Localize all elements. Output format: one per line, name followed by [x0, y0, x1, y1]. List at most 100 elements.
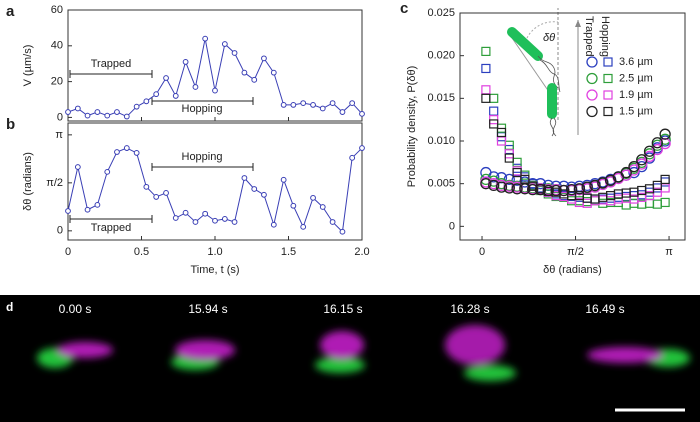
data-point — [251, 186, 258, 192]
hopping-point — [512, 167, 522, 178]
legend-label: 3.6 µm — [619, 56, 653, 68]
hopping-point — [660, 177, 670, 187]
data-point — [310, 101, 316, 108]
trapped-point — [620, 166, 632, 179]
data-point — [163, 190, 169, 196]
legend-hopping-marker — [603, 106, 613, 117]
x-tick-label: 1.5 — [281, 246, 296, 258]
data-point — [261, 55, 267, 62]
annotation: Trapped — [91, 58, 132, 70]
y-tick-label: 0.005 — [427, 178, 455, 190]
data-point — [143, 98, 150, 105]
data-point — [104, 112, 111, 119]
hopping-point — [660, 183, 670, 193]
inset-label: δθ — [543, 32, 555, 44]
data-point — [349, 100, 356, 106]
trapped-point — [503, 182, 515, 194]
data-point — [241, 175, 248, 181]
trapped-point — [511, 183, 523, 195]
data-point — [94, 201, 101, 208]
legend-trapped-marker — [586, 89, 598, 101]
trapped-point — [534, 184, 547, 196]
legend-label: 1.9 µm — [619, 89, 653, 101]
legend-trapped-marker — [586, 105, 598, 118]
trapped-point — [488, 171, 500, 183]
x-tick-label: π — [665, 246, 673, 258]
data-point — [74, 164, 81, 170]
hopping-point — [496, 127, 507, 138]
annotation: Hopping — [182, 103, 223, 115]
hopping-point — [660, 197, 670, 208]
x-tick-label: π/2 — [567, 246, 584, 258]
trapped-point — [643, 145, 656, 157]
annotation: Trapped — [91, 222, 132, 234]
data-point — [212, 217, 218, 224]
y-tick-label: 0 — [449, 220, 455, 232]
trapped-point — [542, 184, 554, 197]
hopping-point — [481, 63, 491, 74]
inset-schematic — [507, 8, 581, 137]
y-tick-label: 0.025 — [427, 7, 455, 19]
data-point — [104, 168, 111, 175]
hopping-point — [652, 180, 662, 190]
trapped-point — [550, 184, 562, 197]
data-point — [114, 149, 120, 155]
data-point — [290, 101, 297, 108]
trapped-point — [597, 177, 609, 189]
data-point — [270, 69, 277, 76]
trapped-point — [651, 143, 663, 156]
y-tick-label: 60 — [51, 4, 63, 16]
data-point — [349, 154, 356, 161]
y-tick-label: 20 — [51, 76, 63, 88]
data-point — [280, 176, 287, 183]
x-tick-label: 0 — [479, 246, 485, 258]
trapped-point — [628, 160, 640, 173]
y-tick-label: 40 — [51, 40, 63, 52]
hopping-point — [481, 46, 491, 57]
data-point — [251, 76, 258, 83]
legend-hopping-marker — [603, 73, 613, 84]
data-point — [114, 109, 120, 115]
trapped-point — [488, 179, 500, 192]
legend-trapped-marker — [586, 56, 598, 68]
data-point — [202, 35, 209, 42]
data-point — [310, 194, 316, 201]
data-point — [172, 215, 179, 221]
data-point — [65, 208, 71, 214]
data-point — [290, 202, 297, 209]
panel-label: a — [6, 3, 15, 20]
data-point — [94, 109, 101, 115]
data-point — [221, 41, 228, 47]
legend-label: 2.5 µm — [619, 72, 653, 84]
data-point — [300, 100, 307, 106]
time-label: 15.94 s — [188, 302, 227, 316]
trapped-point — [565, 184, 578, 196]
hopping-point — [489, 106, 499, 116]
hopping-point — [652, 199, 662, 209]
micrograph-blobs — [37, 325, 690, 381]
x-tick-label: 1.0 — [207, 246, 222, 258]
trapped-point — [480, 178, 492, 190]
y-tick-label: π — [55, 129, 63, 141]
data-point — [359, 110, 365, 117]
data-point — [329, 219, 336, 225]
x-axis-label: δθ (radians) — [543, 264, 602, 276]
annotation: Hopping — [182, 151, 223, 163]
x-axis-label: Time, t (s) — [190, 264, 239, 276]
data-point — [359, 145, 365, 151]
x-tick-label: 0.5 — [134, 246, 149, 258]
legend-header: Trapped — [583, 16, 595, 57]
hopping-point — [481, 85, 491, 95]
time-label: 16.49 s — [585, 302, 624, 316]
data-point — [280, 101, 287, 108]
data-point — [182, 59, 189, 65]
hopping-point — [644, 198, 655, 208]
panel-label: b — [6, 116, 15, 133]
data-point — [231, 50, 238, 56]
trapped-point — [581, 181, 593, 193]
x-tick-label: 0 — [65, 246, 71, 258]
data-point — [192, 219, 199, 225]
y-axis-label: Probability density, P(δθ) — [406, 66, 418, 187]
data-point — [192, 84, 199, 90]
